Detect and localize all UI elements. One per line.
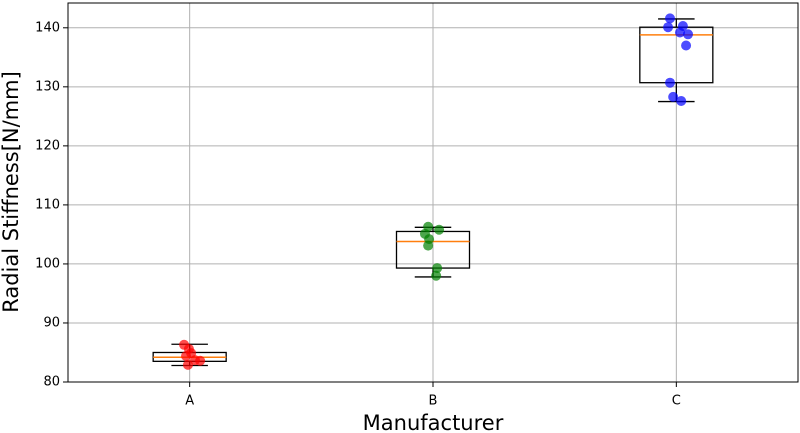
point xyxy=(663,22,674,33)
point xyxy=(668,91,679,102)
x-axis-label: Manufacturer xyxy=(363,411,504,433)
point xyxy=(674,27,685,38)
x-tick-label: B xyxy=(429,394,438,409)
x-tick-label: C xyxy=(672,394,681,409)
point xyxy=(676,95,687,106)
y-tick-label: 140 xyxy=(35,20,60,35)
y-tick-label: 100 xyxy=(35,256,60,271)
point xyxy=(182,359,193,370)
point xyxy=(190,355,201,366)
point xyxy=(432,263,443,274)
y-tick-label: 110 xyxy=(35,197,60,212)
box xyxy=(639,26,714,84)
y-tick-label: 120 xyxy=(35,138,60,153)
y-tick-label: 90 xyxy=(43,315,60,330)
x-tick-label: A xyxy=(185,394,194,409)
y-tick-label: 130 xyxy=(35,79,60,94)
y-axis-label: Radial Stiffness[N/mm] xyxy=(0,71,23,313)
point xyxy=(431,270,442,281)
point xyxy=(423,240,434,251)
point xyxy=(683,29,694,40)
point xyxy=(665,13,676,24)
point xyxy=(681,40,692,51)
point xyxy=(181,351,192,362)
plot-frame xyxy=(67,2,799,383)
point xyxy=(665,77,676,88)
point xyxy=(434,224,445,235)
y-tick-label: 80 xyxy=(43,375,60,390)
